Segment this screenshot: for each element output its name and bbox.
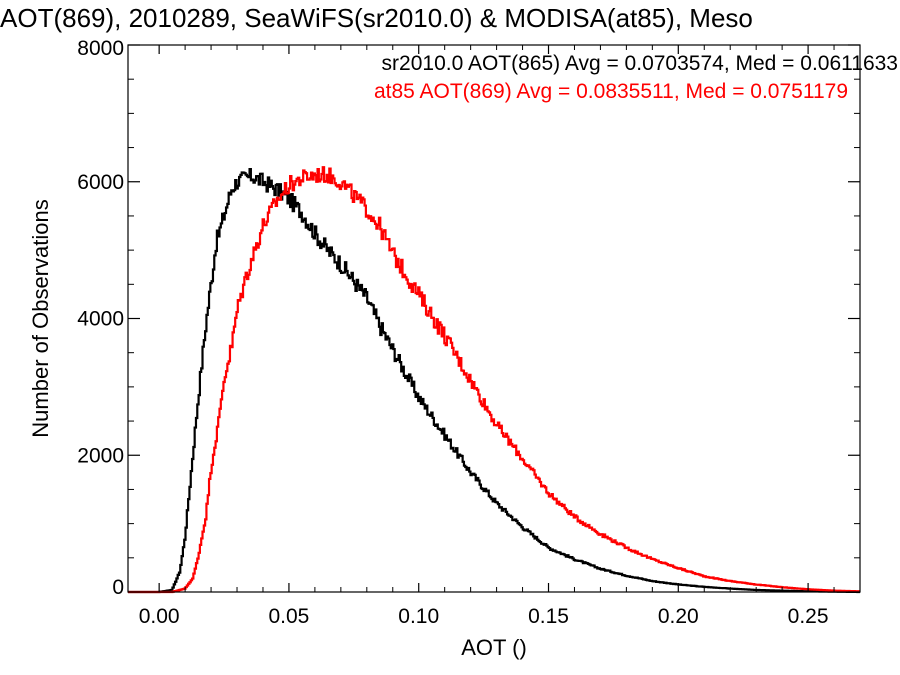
plot-frame: [127, 44, 861, 593]
chart-title: AOT(869), 2010289, SeaWiFS(sr2010.0) & M…: [0, 3, 753, 33]
y-tick-label-4: 8000: [77, 37, 124, 60]
y-tick-label-3: 6000: [77, 171, 124, 194]
series-layer: [128, 166, 860, 594]
y-tick-label-1: 2000: [77, 444, 124, 467]
x-tick-label-2: 0.10: [398, 605, 439, 628]
legend: sr2010.0 AOT(865) Avg = 0.0703574, Med =…: [374, 52, 898, 103]
x-axis-ticks: 0.00 0.05 0.10 0.15 0.20 0.25: [139, 45, 835, 628]
legend-entry-sr2010: sr2010.0 AOT(865) Avg = 0.0703574, Med =…: [382, 52, 898, 75]
x-tick-label-3: 0.15: [528, 605, 569, 628]
legend-entry-at85: at85 AOT(869) Avg = 0.0835511, Med = 0.0…: [374, 80, 848, 103]
y-axis-ticks: 0 2000 4000 6000 8000: [77, 37, 860, 599]
series-line-at85: [128, 166, 860, 594]
x-tick-label-4: 0.20: [658, 605, 699, 628]
y-tick-label-2: 4000: [77, 308, 124, 331]
plot-area: 0.00 0.05 0.10 0.15 0.20 0.25 0 2000 4000 6000 80…: [77, 37, 861, 628]
x-axis-title: AOT (): [461, 635, 527, 660]
y-tick-label-0: 0: [112, 576, 124, 599]
series-line-sr2010: [128, 168, 860, 594]
x-tick-label-1: 0.05: [268, 605, 309, 628]
y-axis-title: Number of Observations: [28, 199, 53, 437]
x-tick-label-0: 0.00: [139, 605, 180, 628]
x-tick-label-5: 0.25: [788, 605, 829, 628]
